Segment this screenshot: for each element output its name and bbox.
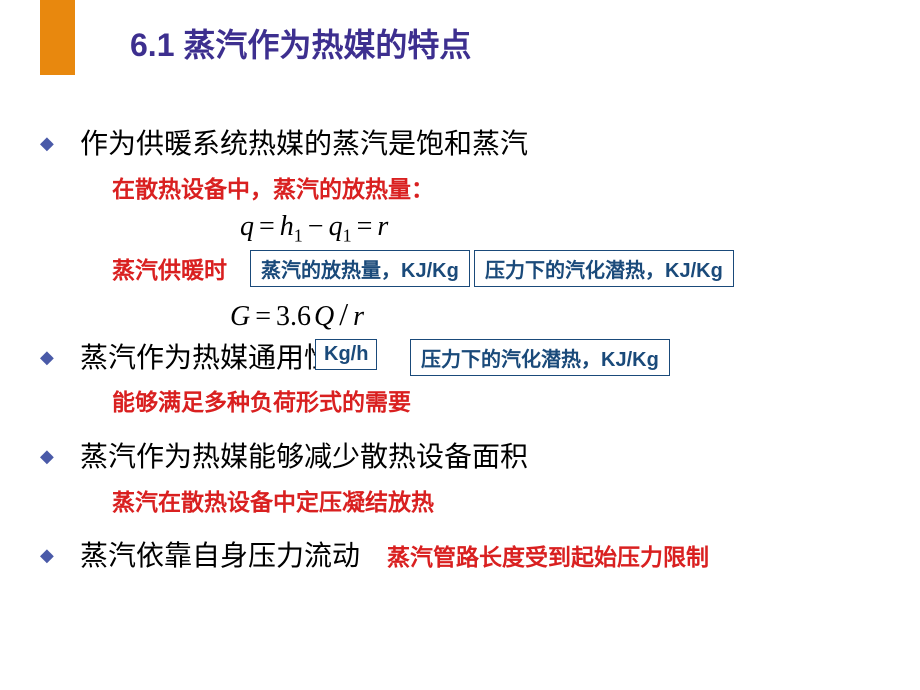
row-with-boxes-1: 蒸汽供暖时 蒸汽的放热量，KJ/Kg 压力下的汽化潜热，KJ/Kg bbox=[40, 250, 880, 290]
item2-sub: 能够满足多种负荷形式的需要 bbox=[40, 385, 880, 420]
label-box-2: Kg/h bbox=[315, 339, 377, 370]
bullet-item-1: ◆ 作为供暖系统热媒的蒸汽是饱和蒸汽 bbox=[40, 125, 880, 164]
item1-sub2-prefix: 蒸汽供暖时 bbox=[40, 253, 227, 288]
item3-sub: 蒸汽在散热设备中定压凝结放热 bbox=[40, 485, 880, 520]
content-area: ◆ 作为供暖系统热媒的蒸汽是饱和蒸汽 在散热设备中，蒸汽的放热量： q=h1−q… bbox=[40, 125, 880, 585]
formula-2: G=3.6Q/r bbox=[40, 296, 880, 333]
page-title: 6.1 蒸汽作为热媒的特点 bbox=[130, 20, 471, 66]
bullet-marker: ◆ bbox=[40, 545, 54, 566]
item3-main: 蒸汽作为热媒能够减少散热设备面积 bbox=[40, 438, 880, 477]
item1-sub1: 在散热设备中，蒸汽的放热量： bbox=[40, 172, 880, 207]
bullet-marker: ◆ bbox=[40, 133, 54, 154]
bullet-item-4: ◆ 蒸汽依靠自身压力流动 蒸汽管路长度受到起始压力限制 bbox=[40, 537, 880, 576]
item4-main-text: 蒸汽依靠自身压力流动 bbox=[80, 541, 360, 572]
accent-block bbox=[40, 0, 75, 75]
item1-main: 作为供暖系统热媒的蒸汽是饱和蒸汽 bbox=[40, 125, 880, 164]
label-box-2b: 压力下的汽化潜热，KJ/Kg bbox=[410, 339, 670, 376]
label-box-1: 蒸汽的放热量，KJ/Kg bbox=[250, 250, 470, 287]
bullet-marker: ◆ bbox=[40, 446, 54, 467]
bullet-item-3: ◆ 蒸汽作为热媒能够减少散热设备面积 bbox=[40, 438, 880, 477]
label-box-1b: 压力下的汽化潜热，KJ/Kg bbox=[474, 250, 734, 287]
bullet-item-2: ◆ 蒸汽作为热媒通用性好 Kg/h 压力下的汽化潜热，KJ/Kg bbox=[40, 337, 880, 379]
formula-1: q=h1−q1=r bbox=[40, 211, 880, 247]
item4-inline-red: 蒸汽管路长度受到起始压力限制 bbox=[387, 544, 709, 570]
item4-main: 蒸汽依靠自身压力流动 蒸汽管路长度受到起始压力限制 bbox=[40, 537, 880, 576]
item2-main: 蒸汽作为热媒通用性好 bbox=[40, 339, 360, 378]
